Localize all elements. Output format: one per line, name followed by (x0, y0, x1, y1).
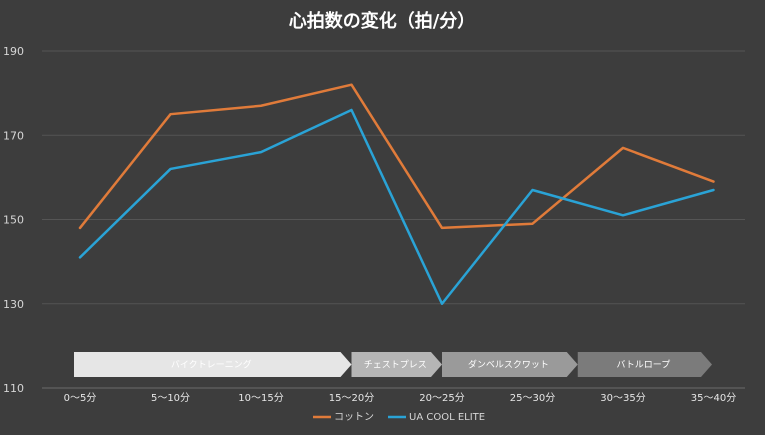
y-tick-label: 150 (3, 214, 24, 227)
series-lines (78, 83, 715, 305)
phase-segment (442, 352, 578, 377)
phase-band: バトルロープ ダンベルスクワット チェストプレス バイクトレーニング (74, 352, 712, 377)
y-tick-label: 170 (3, 129, 24, 142)
y-axis-ticks: 110 130 150 170 190 (3, 45, 24, 395)
grid-lines (42, 50, 745, 389)
phase-label: チェストプレス (364, 360, 427, 371)
y-tick-label: 190 (3, 45, 24, 58)
phase-segment (577, 352, 712, 377)
x-tick-label: 15～20分 (329, 392, 374, 404)
x-axis-ticks: 0～5分 5～10分 10～15分 15～20分 20～25分 25～30分 30～35分 3… (64, 392, 737, 404)
x-tick-label: 30～35分 (600, 392, 645, 404)
x-tick-label: 25～30分 (510, 392, 555, 404)
x-tick-label: 20～25分 (419, 392, 464, 404)
series-line (78, 83, 715, 230)
legend: コットン UA COOL ELITE (313, 412, 485, 423)
x-tick-label: 10～15分 (238, 392, 283, 404)
y-tick-label: 130 (3, 298, 24, 311)
phase-label: バトルロープ (617, 360, 671, 371)
legend-label: コットン (334, 412, 374, 423)
x-tick-label: 35～40分 (691, 392, 736, 404)
chart-title: 心拍数の変化（拍/分） (289, 10, 476, 32)
legend-label: UA COOL ELITE (409, 412, 485, 423)
phase-label: バイクトレーニング (171, 359, 252, 371)
phase-segment (351, 352, 442, 377)
x-tick-label: 0～5分 (64, 392, 97, 404)
y-tick-label: 110 (3, 382, 24, 395)
x-tick-label: 5～10分 (151, 392, 190, 404)
phase-label: ダンベルスクワット (468, 359, 549, 371)
series-line (78, 108, 715, 305)
phase-segment (74, 352, 352, 377)
